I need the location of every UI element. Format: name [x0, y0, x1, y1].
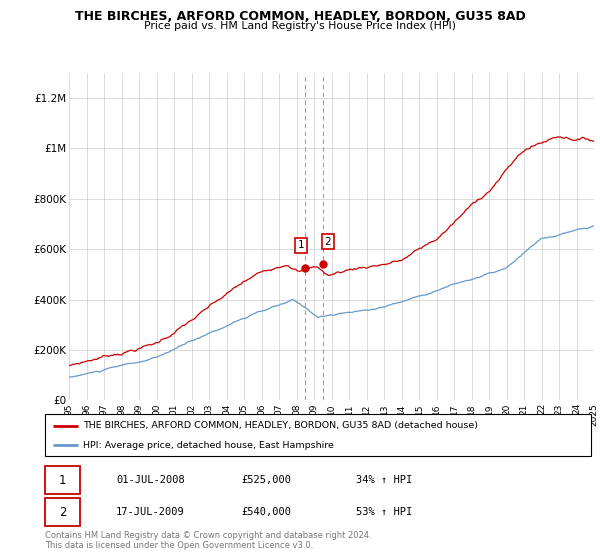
Text: THE BIRCHES, ARFORD COMMON, HEADLEY, BORDON, GU35 8AD (detached house): THE BIRCHES, ARFORD COMMON, HEADLEY, BOR… [83, 421, 478, 430]
Text: 53% ↑ HPI: 53% ↑ HPI [356, 507, 412, 517]
FancyBboxPatch shape [45, 414, 591, 456]
Text: 1: 1 [59, 474, 67, 487]
Text: Contains HM Land Registry data © Crown copyright and database right 2024.
This d: Contains HM Land Registry data © Crown c… [45, 531, 371, 550]
Text: £525,000: £525,000 [242, 475, 292, 485]
Text: HPI: Average price, detached house, East Hampshire: HPI: Average price, detached house, East… [83, 441, 334, 450]
Text: Price paid vs. HM Land Registry's House Price Index (HPI): Price paid vs. HM Land Registry's House … [144, 21, 456, 31]
FancyBboxPatch shape [45, 498, 80, 526]
Text: 01-JUL-2008: 01-JUL-2008 [116, 475, 185, 485]
Text: 17-JUL-2009: 17-JUL-2009 [116, 507, 185, 517]
Text: 2: 2 [325, 237, 331, 246]
Text: £540,000: £540,000 [242, 507, 292, 517]
Text: THE BIRCHES, ARFORD COMMON, HEADLEY, BORDON, GU35 8AD: THE BIRCHES, ARFORD COMMON, HEADLEY, BOR… [74, 10, 526, 23]
Text: 1: 1 [298, 240, 304, 250]
Text: 34% ↑ HPI: 34% ↑ HPI [356, 475, 412, 485]
FancyBboxPatch shape [45, 466, 80, 494]
Text: 2: 2 [59, 506, 67, 519]
